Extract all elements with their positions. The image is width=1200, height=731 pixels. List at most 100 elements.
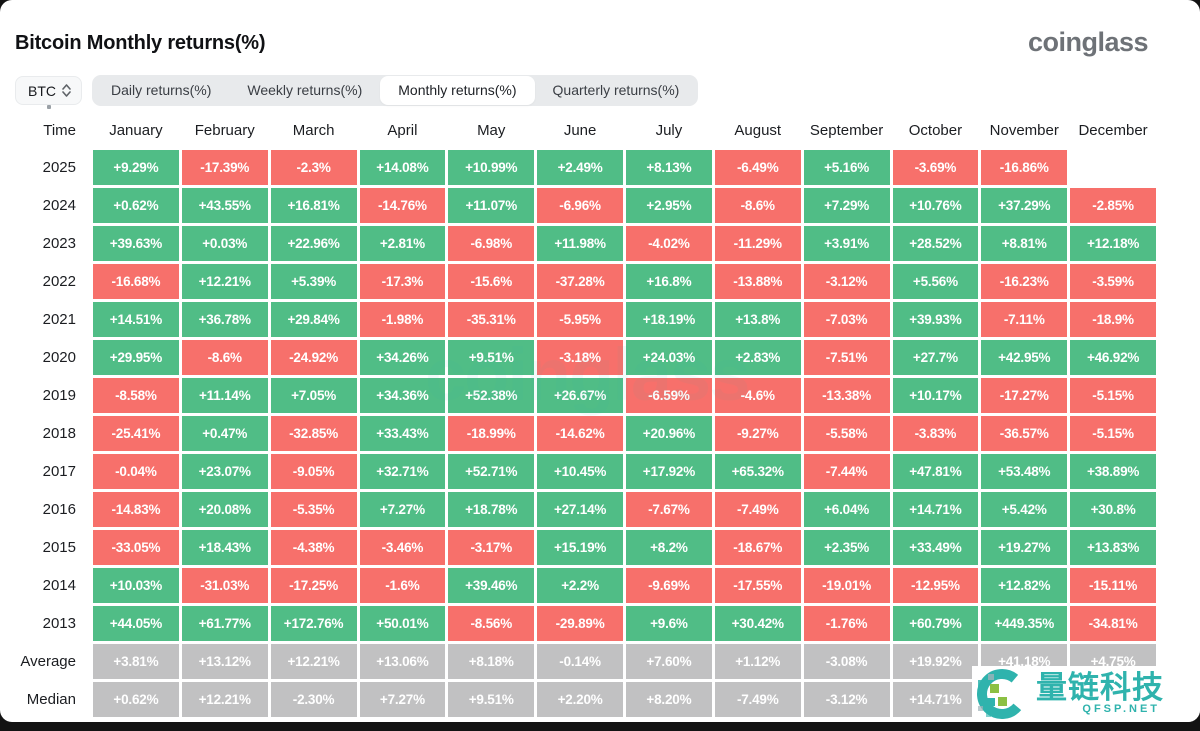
return-cell: +172.76% (270, 606, 357, 641)
return-cell: -13.38% (803, 378, 890, 413)
column-header-april: April (387, 122, 418, 139)
return-cell: -6.96% (537, 188, 623, 223)
return-cell: -6.49% (714, 150, 801, 185)
return-cell: -6.98% (448, 226, 535, 261)
returns-table: Time January February March April May June July… (15, 121, 1156, 717)
return-cell: +30.8% (1070, 492, 1156, 527)
return-cell: -4.6% (714, 378, 801, 413)
return-cell: +6.04% (803, 492, 890, 527)
return-cell: +33.49% (892, 530, 979, 565)
return-cell: +34.36% (359, 378, 446, 413)
return-cell: -3.18% (537, 340, 623, 375)
return-cell: -1.98% (359, 302, 446, 337)
tab-monthly[interactable]: Monthly returns(%) (380, 76, 535, 105)
return-cell: +50.01% (359, 606, 446, 641)
row-label-2016: 2016 (42, 501, 76, 518)
return-cell: +39.63% (93, 226, 179, 261)
return-cell: +43.55% (181, 188, 268, 223)
return-cell: +7.29% (803, 188, 890, 223)
return-cell: +36.78% (181, 302, 268, 337)
return-cell: +52.38% (448, 378, 535, 413)
return-cell: -7.03% (803, 302, 890, 337)
return-cell: -11.29% (714, 226, 801, 261)
column-header-march: March (292, 122, 335, 139)
return-cell: +39.46% (448, 568, 535, 603)
return-cell: +2.20% (537, 682, 623, 717)
return-cell: +32.71% (359, 454, 446, 489)
symbol-select[interactable]: BTC (15, 76, 82, 109)
row-label-2013: 2013 (42, 615, 76, 632)
return-cell: -16.86% (981, 150, 1068, 185)
column-header-february: February (194, 122, 255, 139)
column-header-august: August (734, 122, 782, 139)
return-cell: +3.81% (93, 644, 179, 679)
topbar: Bitcoin Monthly returns(%) coinglass (0, 0, 1200, 56)
return-cell: +3.91% (803, 226, 890, 261)
return-cell: +20.08% (181, 492, 268, 527)
return-cell: -3.83% (892, 416, 979, 451)
column-header-october: October (908, 122, 963, 139)
tab-daily[interactable]: Daily returns(%) (93, 76, 229, 105)
return-cell: -5.15% (1070, 416, 1156, 451)
return-cell: -8.6% (714, 188, 801, 223)
return-cell: +2.95% (626, 188, 712, 223)
return-cell: -7.67% (626, 492, 712, 527)
return-cell: +38.89% (1070, 454, 1156, 489)
return-cell: -2.85% (1070, 188, 1156, 223)
return-cell: -32.85% (270, 416, 357, 451)
return-cell: -29.89% (537, 606, 623, 641)
return-cell: +60.79% (892, 606, 979, 641)
return-cell: +30.42% (714, 606, 801, 641)
return-cell: -17.3% (359, 264, 446, 299)
row-label-2021: 2021 (42, 311, 76, 328)
return-cell: +42.95% (981, 340, 1068, 375)
return-cell: +14.08% (359, 150, 446, 185)
row-label-2023: 2023 (42, 235, 76, 252)
return-cell: +11.14% (181, 378, 268, 413)
tab-quarterly[interactable]: Quarterly returns(%) (535, 76, 698, 105)
tab-weekly[interactable]: Weekly returns(%) (229, 76, 380, 105)
return-cell (1070, 150, 1156, 185)
return-cell: -2.3% (270, 150, 357, 185)
return-cell: +2.35% (803, 530, 890, 565)
return-cell: +53.48% (981, 454, 1068, 489)
return-cell: -33.05% (93, 530, 179, 565)
return-cell: -8.58% (93, 378, 179, 413)
return-cell: -25.41% (93, 416, 179, 451)
row-label-2020: 2020 (42, 349, 76, 366)
column-header-june: June (563, 122, 597, 139)
return-cell: -3.12% (803, 682, 890, 717)
return-cell: +9.51% (448, 340, 535, 375)
return-cell: +19.27% (981, 530, 1068, 565)
return-cell: +16.8% (626, 264, 712, 299)
return-cell: +24.03% (626, 340, 712, 375)
return-cell: +12.21% (270, 644, 357, 679)
return-cell: -14.62% (537, 416, 623, 451)
return-cell: -16.68% (93, 264, 179, 299)
row-label-2025: 2025 (42, 159, 76, 176)
return-cell: -31.03% (181, 568, 268, 603)
row-label-median: Median (26, 691, 76, 708)
return-cell: +10.45% (537, 454, 623, 489)
table-header-row: Time January February March April May June July… (15, 121, 1156, 141)
row-label-2018: 2018 (42, 425, 76, 442)
site-watermark: 量链科技 QFSP.NET (972, 666, 1200, 722)
returns-tabs: Daily returns(%) Weekly returns(%) Monthly… (92, 75, 699, 106)
column-header-time: Time (43, 122, 76, 139)
return-cell: -24.92% (270, 340, 357, 375)
column-header-january: January (109, 122, 163, 139)
return-cell: +8.13% (626, 150, 712, 185)
return-cell: -6.59% (626, 378, 712, 413)
row-label-2015: 2015 (42, 539, 76, 556)
return-cell: +10.03% (93, 568, 179, 603)
return-cell: +2.49% (537, 150, 623, 185)
return-cell: +52.71% (448, 454, 535, 489)
column-header-december: December (1078, 122, 1148, 139)
return-cell: +34.26% (359, 340, 446, 375)
return-cell: -7.51% (803, 340, 890, 375)
return-cell: -9.05% (270, 454, 357, 489)
return-cell: -35.31% (448, 302, 535, 337)
return-cell: -17.39% (181, 150, 268, 185)
return-cell: -3.69% (892, 150, 979, 185)
